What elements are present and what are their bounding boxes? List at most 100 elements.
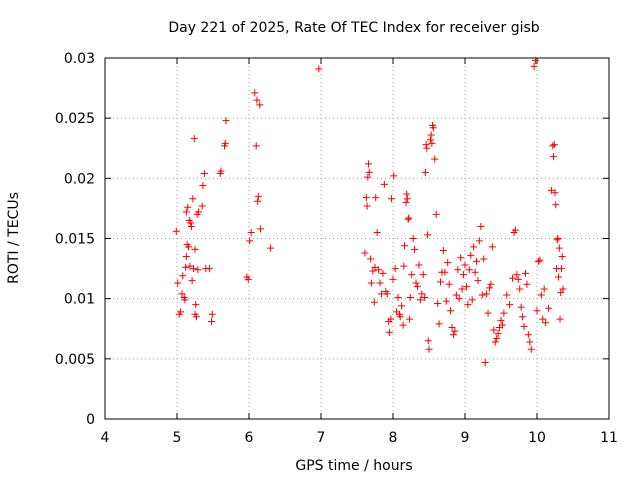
data-point — [480, 255, 488, 263]
data-point — [185, 243, 193, 251]
data-point — [405, 214, 413, 222]
data-point — [460, 271, 468, 279]
data-point — [427, 131, 435, 139]
data-point — [473, 257, 481, 265]
x-axis-title: GPS time / hours — [295, 458, 412, 474]
data-point — [448, 324, 456, 332]
data-point — [199, 182, 207, 190]
data-point — [419, 271, 427, 279]
data-point — [557, 289, 565, 297]
data-point — [478, 291, 486, 299]
data-point — [177, 308, 185, 316]
data-point — [217, 167, 225, 175]
data-point — [462, 283, 470, 291]
data-point — [383, 290, 391, 298]
data-point — [481, 358, 489, 366]
data-point — [189, 195, 197, 203]
data-point — [254, 192, 262, 200]
data-point — [467, 251, 475, 259]
x-tick-label: 10 — [528, 430, 546, 446]
x-tick-label: 6 — [245, 430, 254, 446]
data-point — [256, 101, 264, 109]
data-point — [532, 56, 540, 64]
data-point — [372, 194, 380, 202]
data-point — [545, 304, 553, 312]
data-point — [186, 262, 194, 270]
data-point — [403, 190, 411, 198]
data-point — [187, 222, 195, 230]
data-point — [487, 280, 495, 288]
data-point — [251, 89, 259, 97]
data-point — [396, 313, 404, 321]
data-point — [447, 307, 455, 315]
data-point — [477, 222, 485, 230]
data-point — [421, 168, 429, 176]
data-point — [444, 259, 452, 267]
data-point — [441, 268, 449, 276]
grid-lines — [105, 58, 609, 419]
data-point — [536, 256, 544, 264]
data-point — [361, 249, 369, 257]
data-point — [474, 277, 482, 285]
data-point — [367, 255, 375, 263]
data-point — [391, 265, 399, 273]
data-point — [547, 186, 555, 194]
data-point — [208, 318, 216, 326]
data-point — [188, 277, 196, 285]
data-point — [375, 266, 383, 274]
data-point — [458, 285, 466, 293]
data-point — [431, 155, 439, 163]
data-point — [411, 245, 419, 253]
data-point — [412, 279, 420, 287]
data-point — [449, 331, 457, 339]
data-point — [464, 301, 472, 309]
data-point — [380, 180, 388, 188]
data-point — [429, 124, 437, 132]
x-tick-label: 5 — [173, 430, 182, 446]
data-point — [370, 298, 378, 306]
data-point — [424, 231, 432, 239]
data-point — [244, 275, 252, 283]
y-axis-title: ROTI / TECUs — [6, 192, 22, 284]
data-point — [471, 268, 479, 276]
data-point — [208, 310, 216, 318]
data-point — [389, 275, 397, 283]
data-point — [513, 271, 521, 279]
data-point — [454, 266, 462, 274]
data-point — [457, 254, 465, 262]
data-point — [520, 322, 528, 330]
data-point — [198, 202, 206, 210]
data-point — [533, 307, 541, 315]
data-point — [222, 117, 230, 125]
data-point — [190, 135, 198, 143]
data-point — [509, 274, 517, 282]
data-point — [409, 235, 417, 242]
data-point — [363, 202, 371, 210]
data-point — [526, 338, 534, 346]
data-point — [387, 315, 395, 323]
data-point — [494, 330, 502, 338]
data-point — [364, 173, 372, 181]
data-point — [187, 219, 195, 227]
data-point — [452, 291, 460, 299]
data-point — [557, 265, 565, 273]
data-point — [418, 290, 426, 298]
data-point — [182, 253, 190, 261]
data-point — [445, 280, 453, 288]
data-point — [530, 62, 538, 70]
data-point — [174, 279, 182, 287]
data-point — [517, 303, 525, 311]
data-point — [178, 290, 186, 298]
x-tick-labels: 4 5 6 7 8 9 10 11 — [101, 430, 618, 446]
data-points — [172, 56, 567, 366]
data-point — [555, 244, 563, 252]
data-point — [182, 208, 190, 216]
data-point — [252, 142, 260, 150]
data-point — [184, 203, 192, 211]
data-point — [539, 315, 547, 323]
data-point — [465, 266, 473, 274]
data-point — [254, 197, 262, 205]
data-point — [388, 195, 396, 203]
data-point — [558, 253, 566, 261]
